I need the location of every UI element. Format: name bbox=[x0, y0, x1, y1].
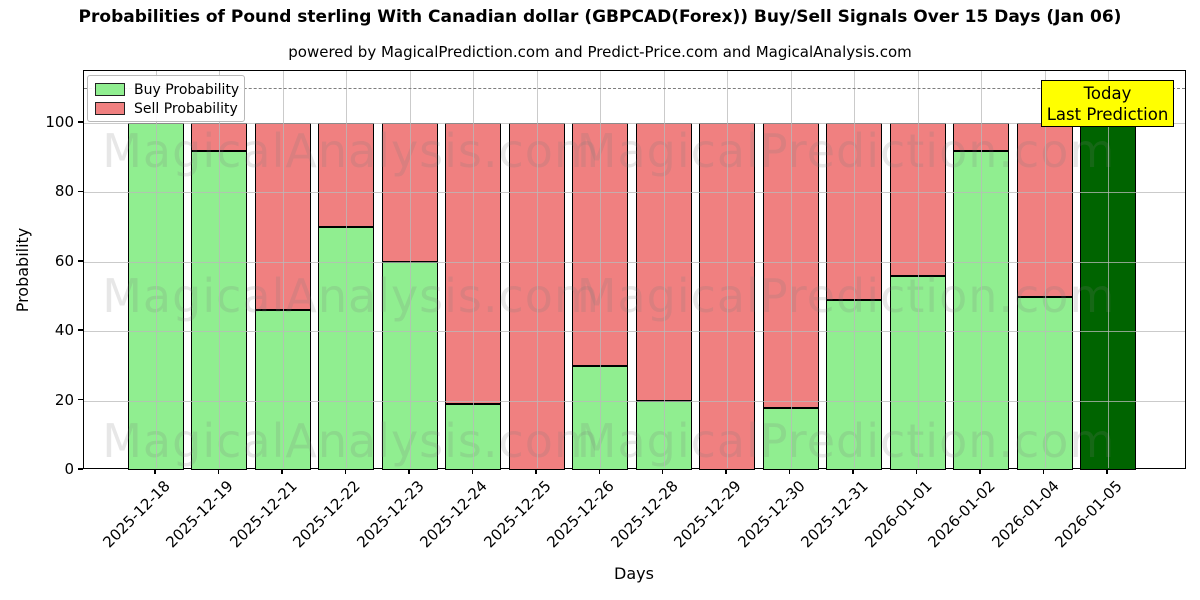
horizontal-gridline bbox=[84, 261, 1185, 263]
legend-label-buy: Buy Probability bbox=[134, 81, 240, 98]
y-tick-mark bbox=[78, 190, 83, 193]
watermark-text: MagicalAnalysis.com bbox=[102, 124, 600, 178]
x-tick-mark bbox=[852, 469, 854, 474]
y-tick-label: 80 bbox=[54, 182, 74, 201]
plot-area: MagicalAnalysis.com MagicalPrediction.com… bbox=[83, 70, 1186, 470]
x-tick-mark bbox=[154, 469, 156, 474]
vertical-gridline bbox=[917, 71, 919, 468]
buy-probability-swatch bbox=[95, 83, 125, 96]
legend-item-sell: Sell Probability bbox=[95, 100, 238, 117]
dashed-threshold-line bbox=[84, 88, 1185, 90]
x-tick-mark bbox=[915, 469, 918, 474]
chart-subtitle: powered by MagicalPrediction.com and Pre… bbox=[288, 43, 912, 61]
x-tick-mark bbox=[1106, 469, 1108, 474]
x-axis-label: Days bbox=[614, 564, 654, 583]
x-tick-mark bbox=[535, 469, 537, 474]
vertical-gridline bbox=[1107, 71, 1109, 468]
watermark-text: MagicalPrediction.com bbox=[576, 269, 1116, 323]
x-tick-mark bbox=[725, 469, 727, 474]
vertical-gridline bbox=[727, 71, 729, 468]
y-tick-mark bbox=[78, 468, 83, 470]
x-tick-mark bbox=[217, 469, 220, 474]
horizontal-gridline bbox=[84, 192, 1185, 194]
x-tick-mark bbox=[1042, 469, 1045, 474]
watermark-text: MagicalAnalysis.com bbox=[102, 269, 600, 323]
vertical-gridline bbox=[282, 71, 284, 468]
y-tick-mark bbox=[78, 329, 83, 331]
vertical-gridline bbox=[854, 71, 856, 468]
y-tick-label: 60 bbox=[54, 251, 74, 270]
y-tick-mark bbox=[78, 121, 83, 123]
vertical-gridline bbox=[981, 71, 983, 468]
x-tick-mark bbox=[471, 469, 474, 474]
y-tick-label: 20 bbox=[54, 390, 74, 409]
vertical-gridline bbox=[156, 71, 157, 468]
vertical-gridline bbox=[346, 71, 348, 468]
legend-label-sell: Sell Probability bbox=[134, 100, 238, 117]
chart-title: Probabilities of Pound sterling With Can… bbox=[78, 7, 1122, 27]
vertical-gridline bbox=[600, 71, 602, 468]
vertical-gridline bbox=[1044, 71, 1046, 468]
horizontal-gridline bbox=[84, 331, 1185, 333]
x-tick-mark bbox=[344, 469, 347, 474]
y-tick-mark bbox=[78, 260, 83, 262]
vertical-gridline bbox=[473, 71, 475, 468]
y-tick-label: 0 bbox=[64, 460, 74, 478]
x-tick-mark bbox=[408, 469, 410, 474]
y-tick-mark bbox=[78, 398, 83, 401]
today-annotation: Today Last Prediction bbox=[1041, 80, 1174, 127]
horizontal-gridline bbox=[84, 400, 1185, 402]
vertical-gridline bbox=[219, 71, 221, 468]
x-tick-mark bbox=[788, 469, 791, 474]
vertical-gridline bbox=[409, 71, 411, 468]
x-tick-mark bbox=[979, 469, 981, 474]
legend: Buy Probability Sell Probability bbox=[87, 75, 245, 122]
x-tick-mark bbox=[661, 469, 664, 474]
today-annotation-line2: Last Prediction bbox=[1046, 104, 1169, 124]
horizontal-gridline bbox=[84, 123, 1185, 125]
y-tick-label: 40 bbox=[54, 321, 74, 340]
watermark-text: MagicalPrediction.com bbox=[576, 414, 1116, 468]
today-annotation-line1: Today bbox=[1083, 83, 1132, 103]
x-tick-mark bbox=[281, 469, 283, 474]
vertical-gridline bbox=[663, 71, 665, 468]
y-tick-label: 100 bbox=[45, 113, 74, 132]
sell-probability-swatch bbox=[95, 102, 125, 115]
vertical-gridline bbox=[790, 71, 792, 468]
watermark-text: MagicalPrediction.com bbox=[576, 124, 1116, 178]
legend-item-buy: Buy Probability bbox=[95, 81, 240, 98]
watermark-text: MagicalAnalysis.com bbox=[102, 414, 600, 468]
x-tick-mark bbox=[598, 469, 600, 474]
vertical-gridline bbox=[536, 71, 538, 468]
